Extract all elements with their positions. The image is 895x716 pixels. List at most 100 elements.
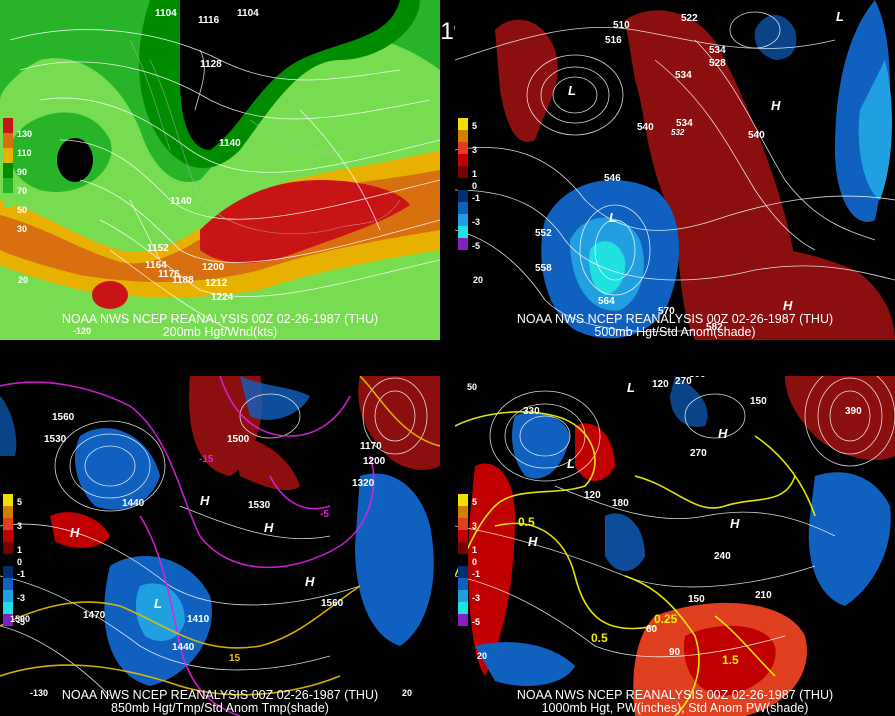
panel-caption: NOAA NWS NCEP REANALYSIS 00Z 02-26-1987 … xyxy=(61,312,379,326)
low-marker: L xyxy=(567,456,575,471)
contour-label: 210 xyxy=(755,590,772,601)
panel-caption: NOAA NWS NCEP REANALYSIS 00Z 02-26-1987 … xyxy=(516,688,834,702)
contour-label: 1320 xyxy=(352,478,375,489)
panel-500mb-height: 510 516 522 534 528 534 540 540 546 552 … xyxy=(455,0,895,340)
contour-label: 534 xyxy=(676,118,693,129)
pw-label: 0.25 xyxy=(654,612,678,626)
contour-label: 1440 xyxy=(122,498,145,509)
contour-label: 240 xyxy=(714,551,731,562)
contour-label: 1188 xyxy=(172,275,194,286)
contour-label: 120 xyxy=(652,379,669,390)
panel-caption: NOAA NWS NCEP REANALYSIS 00Z 02-26-1987 … xyxy=(516,312,834,326)
panel-200mb-wind: 1104 1116 1104 1128 1140 1140 1152 1164 … xyxy=(0,0,440,340)
contour-label: 552 xyxy=(535,228,552,239)
legend-label: 70 xyxy=(17,186,28,196)
contour-label: 1560 xyxy=(52,412,75,423)
high-marker: H xyxy=(200,493,210,508)
high-marker: H xyxy=(70,525,80,540)
high-marker: H xyxy=(305,574,315,589)
panel-caption: NOAA NWS NCEP REANALYSIS 00Z 02-26-1987 … xyxy=(61,688,379,702)
high-marker: H xyxy=(730,516,740,531)
contour-label: 522 xyxy=(681,13,698,24)
legend-label: 3 xyxy=(17,521,23,531)
contour-label: 390 xyxy=(845,406,862,417)
contour-label: 1410 xyxy=(187,614,210,625)
pw-label: 1.5 xyxy=(722,653,739,667)
contour-label: 120 xyxy=(584,490,601,501)
contour-label: 300 xyxy=(689,376,706,380)
corner-label: 20 xyxy=(473,275,484,285)
contour-label: 1164 xyxy=(145,260,167,271)
legend-label: -1 xyxy=(17,569,26,579)
contour-label: 1212 xyxy=(205,278,228,289)
legend-label: -3 xyxy=(17,593,26,603)
temp-label: 15 xyxy=(229,653,241,664)
contour-label: 1140 xyxy=(219,138,241,149)
legend-label: -5 xyxy=(472,617,481,627)
anomaly-legend: 5 3 1 0 -1 -3 -5 xyxy=(458,494,480,627)
contour-label: 1200 xyxy=(363,456,386,467)
legend-label: 0 xyxy=(472,181,478,191)
low-marker: L xyxy=(568,83,576,98)
contour-label: 1170 xyxy=(360,441,382,452)
anomaly-legend: 5 3 1 0 -1 -3 -5 xyxy=(3,494,25,627)
pw-label: 0.5 xyxy=(591,631,608,645)
legend-label: -3 xyxy=(472,217,481,227)
contour-label: 150 xyxy=(688,594,705,605)
panel-subcaption: 500mb Hgt/Std Anom(shade) xyxy=(594,325,756,339)
high-marker: H xyxy=(718,426,728,441)
legend-label: 90 xyxy=(17,167,28,177)
contour-label: 1530 xyxy=(248,500,271,511)
contour-label: 558 xyxy=(535,263,552,274)
legend-label: -3 xyxy=(472,593,481,603)
wind-legend: 130 110 90 70 50 30 xyxy=(3,118,32,234)
low-marker: L xyxy=(836,9,844,24)
height-anomaly-map-graphic xyxy=(455,0,895,340)
contour-label: 516 xyxy=(605,35,622,46)
legend-label: 5 xyxy=(472,497,478,507)
low-marker: L xyxy=(154,596,162,611)
legend-label: -1 xyxy=(472,569,481,579)
contour-label: 1116 xyxy=(198,15,220,26)
contour-label: 270 xyxy=(690,448,707,459)
pw-label: 0.5 xyxy=(518,515,535,529)
legend-label: 5 xyxy=(472,121,478,131)
contour-label: 90 xyxy=(669,647,681,658)
panel-1000mb-precipitable-water: 120 270 300 150 180 240 270 210 150 120 … xyxy=(455,376,895,716)
legend-label: 130 xyxy=(17,129,33,139)
temp-label: -15 xyxy=(199,454,214,465)
legend-label: 0 xyxy=(472,557,478,567)
contour-label: 1140 xyxy=(170,196,192,207)
contour-label: 1470 xyxy=(83,610,106,621)
contour-label: 1530 xyxy=(44,434,67,445)
contour-label: 534 xyxy=(709,45,726,56)
contour-label: 150 xyxy=(750,396,767,407)
contour-label: 570 xyxy=(658,306,675,317)
contour-label: 330 xyxy=(523,406,540,417)
legend-label: -5 xyxy=(472,241,481,251)
legend-label: 3 xyxy=(472,145,478,155)
high-marker: H xyxy=(771,98,781,113)
contour-label: 1224 xyxy=(211,292,234,303)
legend-label: 30 xyxy=(17,224,28,234)
contour-label: 534 xyxy=(675,70,692,81)
contour-label: 532 xyxy=(671,128,685,137)
contour-label: 1104 xyxy=(237,8,259,19)
high-marker: H xyxy=(264,520,274,535)
corner-label: 20 xyxy=(477,651,488,661)
contour-label: 582 xyxy=(706,322,723,333)
contour-label: 180 xyxy=(612,498,629,509)
contour-label: 1500 xyxy=(227,434,250,445)
legend-label: 50 xyxy=(17,205,28,215)
high-marker: H xyxy=(783,298,793,313)
low-marker: L xyxy=(609,210,617,225)
wind-map-graphic xyxy=(0,0,440,340)
contour-label: 540 xyxy=(637,122,654,133)
anomaly-legend: 5 3 1 0 -1 -3 -5 xyxy=(458,118,480,251)
contour-label: 1176 xyxy=(158,269,180,280)
panel-subcaption: 1000mb Hgt, PW(inches), Std Anom PW(shad… xyxy=(541,701,809,715)
corner-label: -120 xyxy=(73,326,92,336)
high-marker: H xyxy=(528,534,538,549)
contour-label: 60 xyxy=(646,624,658,635)
